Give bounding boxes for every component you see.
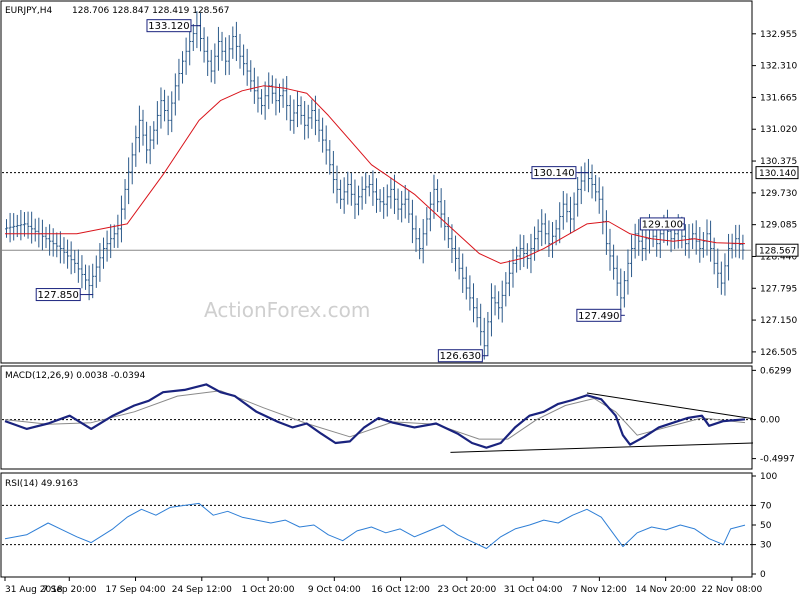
macd-trend-line — [586, 392, 754, 420]
price-tick-label: 132.955 — [760, 30, 797, 40]
annotation-label: 126.630 — [440, 351, 481, 362]
price-tick-label: 131.665 — [760, 93, 797, 103]
price-annotation: 127.850 — [35, 288, 94, 302]
macd-title: MACD(12,26,9) 0.0038 -0.0394 — [5, 371, 146, 381]
last-price-tag-box — [755, 243, 799, 257]
moving-average-line — [5, 85, 746, 264]
rsi-line — [4, 502, 746, 549]
price-annotation: 133.120 — [146, 19, 201, 32]
macd-line — [4, 383, 746, 449]
price-tick-label: 128.440 — [760, 252, 797, 262]
annotation-label: 127.850 — [38, 290, 79, 301]
ohlc-header: 128.706 128.847 128.419 128.567 — [72, 6, 229, 16]
annotation-label: 129.100 — [642, 219, 683, 230]
price-annotation: 129.100 — [639, 217, 685, 231]
macd-tick-label: -0.4997 — [760, 455, 795, 465]
annotation-label: 127.490 — [578, 311, 619, 322]
macd-trend-line — [450, 442, 754, 453]
resistance-tag-label: 130.140 — [759, 169, 796, 179]
price-tick-label: 129.085 — [760, 221, 797, 231]
x-tick-label: 7 Sep 20:00 — [42, 585, 97, 595]
price-tick-label: 132.310 — [760, 62, 797, 72]
last-price-tag-label: 128.567 — [759, 247, 796, 257]
x-tick-label: 16 Oct 12:00 — [371, 585, 430, 595]
price-tick-label: 130.375 — [760, 157, 797, 167]
x-tick-label: 31 Oct 04:00 — [504, 585, 563, 595]
rsi-panel — [0, 472, 753, 578]
x-tick-label: 22 Nov 08:00 — [702, 585, 763, 595]
price-tick-label: 129.730 — [760, 189, 797, 199]
price-tick-label: 131.020 — [760, 125, 797, 135]
rsi-tick-label: 30 — [760, 541, 772, 551]
x-tick-label: 31 Aug 2018 — [5, 585, 63, 595]
macd-panel — [0, 365, 753, 470]
rsi-tick-label: 0 — [760, 570, 766, 580]
price-annotation: 130.140 — [531, 166, 589, 180]
watermark: ActionForex.com — [204, 298, 370, 322]
annotation-label: 133.120 — [148, 21, 189, 32]
x-tick-label: 23 Oct 20:00 — [438, 585, 497, 595]
rsi-title: RSI(14) 49.9163 — [5, 479, 78, 489]
macd-tick-label: 0.6299 — [760, 366, 792, 376]
resistance-tag-box — [755, 166, 799, 180]
price-tick-label: 126.505 — [760, 348, 797, 358]
rsi-tick-label: 100 — [760, 472, 777, 482]
price-tick-label: 127.795 — [760, 284, 797, 294]
price-tick-label: 127.150 — [760, 316, 797, 326]
x-tick-label: 1 Oct 20:00 — [242, 585, 295, 595]
price-annotation: 126.630 — [437, 349, 489, 363]
rsi-tick-label: 50 — [760, 521, 772, 531]
rsi-tick-label: 70 — [760, 501, 772, 511]
x-tick-label: 17 Sep 04:00 — [105, 585, 165, 595]
resistance-tag: 130.140 — [755, 166, 799, 180]
annotation-label: 130.140 — [533, 168, 574, 179]
macd-tick-label: 0.00 — [760, 416, 780, 426]
x-tick-label: 24 Sep 12:00 — [172, 585, 232, 595]
last-price-tag: 128.567 — [755, 243, 799, 257]
x-tick-label: 14 Nov 20:00 — [635, 585, 696, 595]
x-tick-label: 9 Oct 04:00 — [308, 585, 361, 595]
price-title: EURJPY,H4 — [5, 6, 53, 16]
x-tick-label: 7 Nov 12:00 — [572, 585, 627, 595]
price-annotation: 127.490 — [576, 308, 625, 322]
